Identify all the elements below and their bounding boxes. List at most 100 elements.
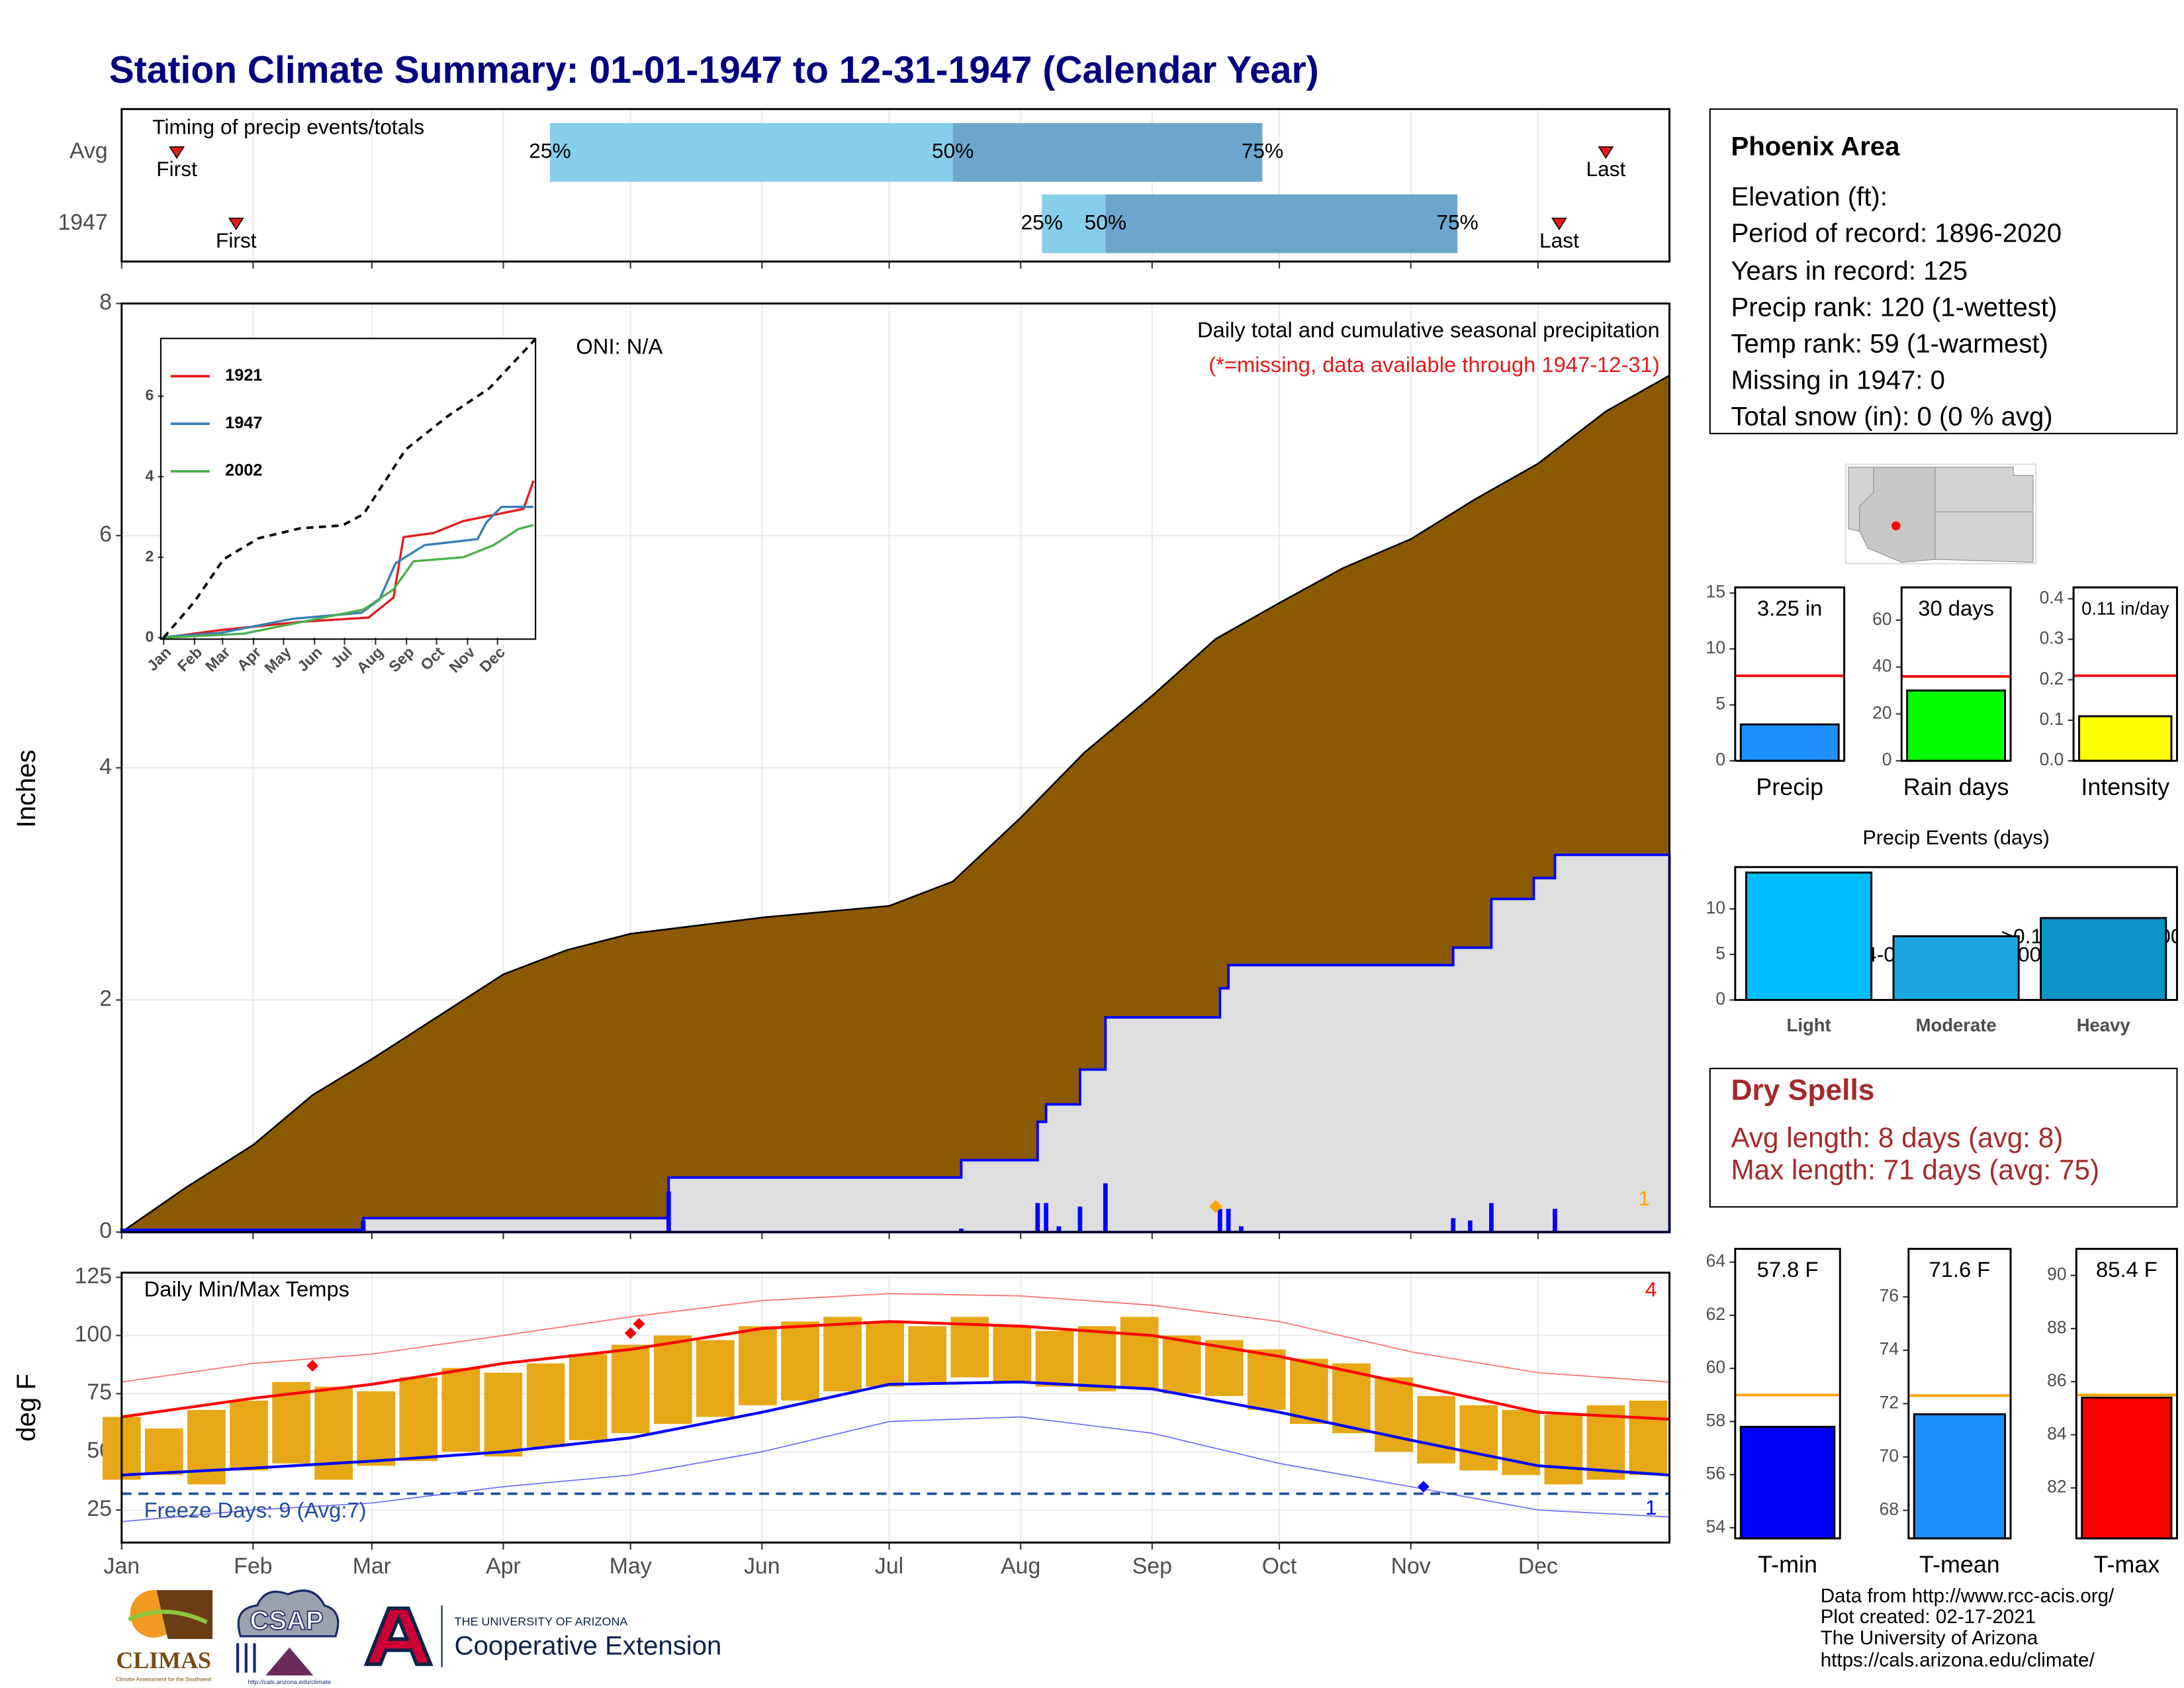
y-tick-label: 2: [99, 986, 112, 1011]
y-tick-label: 90: [2047, 1264, 2066, 1284]
legend-label: 2002: [225, 461, 262, 480]
dry-spells-line: Max length: 71 days (avg: 75): [1731, 1154, 2099, 1186]
y-tick-label: 125: [75, 1263, 112, 1288]
daily-bar: [1077, 1206, 1083, 1233]
value-label: 30 days: [1918, 596, 1994, 620]
plot-border: [2075, 1248, 2178, 1540]
daily-range: [1247, 1349, 1286, 1410]
x-tick-label: Jul: [875, 1554, 903, 1579]
daily-range: [1162, 1335, 1201, 1394]
info-line: Years in record: 125: [1731, 256, 1968, 286]
daily-range: [399, 1377, 438, 1462]
credit-line: Plot created: 02-17-2021: [1821, 1606, 2036, 1628]
quartile-bar: [1105, 194, 1458, 254]
inset-line: [163, 506, 534, 638]
value-label: 71.6 F: [1929, 1257, 1991, 1282]
quartile-bar: [549, 122, 953, 182]
x-tick-label: Feb: [234, 1554, 272, 1579]
daily-range: [441, 1368, 480, 1452]
inset-line: [162, 338, 537, 639]
cumulative-step: [120, 853, 1671, 1234]
y-tick-label: 4: [145, 467, 154, 484]
csap-logo-text: CSAP: [250, 1605, 323, 1635]
daily-bar: [1468, 1220, 1473, 1233]
count-label: 1: [1638, 1186, 1650, 1210]
x-tick-label: Mar: [353, 1554, 391, 1579]
bar: [2040, 917, 2167, 1002]
daily-range: [187, 1409, 226, 1485]
y-tick-label: 10: [1706, 637, 1725, 657]
daily-range: [357, 1391, 396, 1466]
info-line: Precip rank: 120 (1-wettest): [1731, 293, 2057, 322]
summary-bar: [1913, 1413, 2007, 1540]
y-tick-label: 20: [1872, 702, 1891, 722]
record-line: [121, 1416, 1670, 1523]
daily-range: [526, 1363, 565, 1448]
category-label: T-max: [2094, 1551, 2160, 1578]
dry-spells-line: Avg length: 8 days (avg: 8): [1731, 1122, 2063, 1153]
y-tick-label: 0: [1715, 749, 1725, 769]
y-tick-label: 0.2: [2040, 669, 2064, 688]
summary-bar: [2078, 715, 2173, 762]
y-tick-label: 75: [87, 1380, 112, 1405]
y-tick-label: 5: [1715, 943, 1725, 963]
daily-bar: [1103, 1183, 1108, 1233]
info-line: Temp rank: 59 (1-warmest): [1731, 328, 2048, 358]
quartile-label: 75%: [1242, 139, 1283, 163]
x-tick-label: Apr: [486, 1554, 521, 1579]
chart-subtitle: (*=missing, data available through 1947-…: [1208, 352, 1659, 377]
row-label: 1947: [58, 210, 107, 235]
inset-line: [163, 524, 534, 639]
info-box: [1709, 108, 2178, 434]
row-label: Avg: [69, 138, 108, 164]
plot-border: [1734, 586, 1846, 762]
map-state: [1934, 466, 2034, 563]
y-tick-label: 0: [145, 628, 154, 645]
daily-range: [866, 1321, 904, 1387]
summary-bar: [1739, 1425, 1836, 1540]
footer-logos: CLIMAS Climate Assessment for the Southw…: [116, 1589, 722, 1686]
daily-range: [484, 1372, 523, 1457]
summary-bar: [2081, 1396, 2173, 1540]
summary-bar: [1739, 723, 1840, 762]
y-tick-label: 56: [1706, 1464, 1725, 1483]
inset-background: [160, 338, 536, 639]
y-tick-label: 76: [1880, 1286, 1899, 1305]
event-marker: [228, 217, 244, 230]
daily-range: [1035, 1331, 1074, 1387]
extension-text: Cooperative Extension: [455, 1630, 722, 1660]
event-label: First: [216, 228, 257, 252]
info-line: Period of record: 1896-2020: [1731, 218, 2062, 248]
daily-bar: [1226, 1209, 1231, 1233]
y-tick-label: 2: [145, 547, 154, 565]
plot-border: [2072, 586, 2178, 762]
category-label: T-mean: [1919, 1551, 2000, 1578]
y-tick-label: 40: [1872, 656, 1891, 676]
x-tick-label: Aug: [1001, 1554, 1040, 1579]
daily-range: [1120, 1317, 1159, 1389]
info-line: Total snow (in): 0 (0 % avg): [1731, 401, 2052, 431]
y-tick-label: 0: [1715, 989, 1725, 1009]
x-tick-label: Nov: [1391, 1554, 1431, 1579]
record-line: [121, 1293, 1670, 1383]
climas-subtitle: Climate Assessment for the Southwest: [116, 1676, 212, 1683]
y-tick-label: 88: [2047, 1317, 2066, 1337]
y-tick-label: 64: [1706, 1251, 1725, 1271]
dry-spells-title: Dry Spells: [1731, 1074, 1874, 1107]
y-tick-label: 62: [1706, 1304, 1725, 1324]
quartile-bar: [952, 122, 1263, 182]
category-label: Rain days: [1903, 773, 2009, 800]
daily-range: [993, 1326, 1032, 1382]
daily-bar: [246, 1229, 251, 1233]
daily-range: [1459, 1405, 1498, 1471]
freeze-annotation: Freeze Days: 9 (Avg:7): [144, 1497, 367, 1522]
y-tick-label: 25: [87, 1496, 112, 1521]
y-tick-label: 54: [1706, 1517, 1725, 1536]
daily-bar: [666, 1191, 671, 1233]
value-label: 0.11 in/day: [2081, 598, 2169, 618]
plot-border: [1734, 866, 2178, 1002]
category-label: Intensity: [2081, 773, 2169, 800]
daily-bar: [1035, 1203, 1040, 1233]
plot-border: [120, 108, 1671, 263]
